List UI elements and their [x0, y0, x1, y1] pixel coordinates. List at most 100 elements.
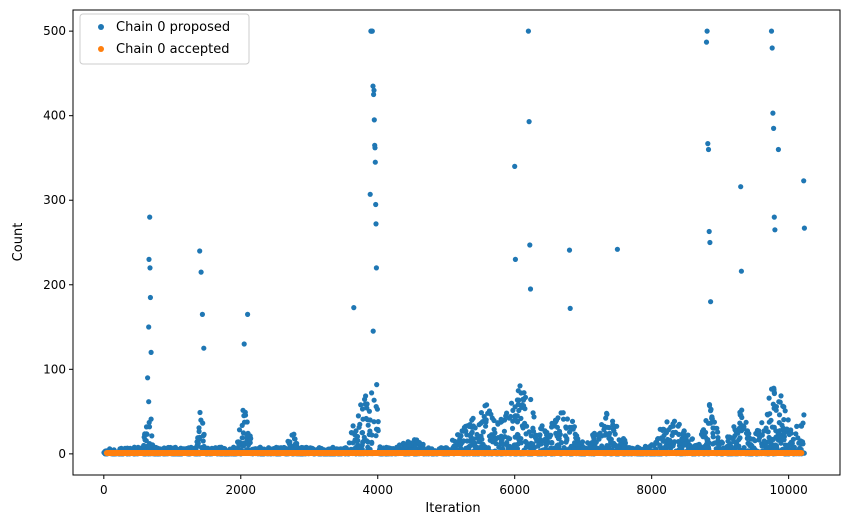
proposed-point	[573, 435, 579, 441]
y-tick-label: 0	[58, 447, 66, 461]
proposed-point	[692, 443, 698, 449]
proposed-point	[293, 444, 299, 450]
proposed-point	[706, 228, 712, 235]
proposed-point	[512, 256, 519, 262]
proposed-point	[458, 442, 464, 448]
proposed-point	[299, 444, 305, 451]
proposed-point	[363, 393, 369, 399]
legend-label-accepted: Chain 0 accepted	[116, 42, 230, 57]
proposed-point	[768, 417, 774, 423]
proposed-point	[142, 432, 148, 438]
proposed-point	[367, 191, 373, 197]
proposed-point	[669, 432, 675, 438]
proposed-point	[703, 39, 710, 45]
proposed-point	[346, 440, 352, 446]
proposed-point	[787, 441, 793, 447]
proposed-point	[676, 421, 682, 427]
proposed-point	[536, 432, 542, 438]
proposed-point	[743, 419, 749, 425]
proposed-point	[353, 428, 359, 434]
proposed-point	[732, 433, 738, 439]
proposed-point	[775, 146, 782, 153]
proposed-point	[355, 438, 361, 444]
proposed-point	[800, 441, 806, 447]
y-axis-label: Count	[11, 223, 26, 262]
proposed-point	[708, 408, 714, 414]
proposed-point	[366, 408, 372, 414]
proposed-point	[143, 424, 150, 430]
proposed-point	[556, 436, 562, 442]
proposed-point	[708, 299, 714, 305]
proposed-point	[616, 437, 622, 443]
legend: Chain 0 proposed Chain 0 accepted	[79, 13, 250, 65]
proposed-point	[741, 426, 747, 432]
x-axis-ticks: 0 2000 4000 6000 8000 10000	[100, 475, 808, 497]
proposed-point	[367, 428, 373, 434]
proposed-point	[507, 436, 513, 442]
proposed-point	[544, 432, 550, 438]
proposed-point	[360, 439, 366, 445]
proposed-point	[776, 420, 782, 426]
proposed-point	[375, 419, 381, 425]
proposed-point	[199, 311, 205, 317]
proposed-point	[704, 28, 710, 34]
proposed-point	[488, 434, 494, 440]
proposed-point	[355, 413, 361, 419]
legend-box	[79, 13, 250, 65]
proposed-point	[247, 437, 253, 444]
proposed-point	[601, 427, 607, 433]
proposed-point	[786, 431, 792, 438]
proposed-point	[122, 445, 128, 451]
proposed-point	[197, 248, 203, 254]
proposed-point	[768, 436, 774, 442]
proposed-point	[520, 403, 527, 409]
proposed-point	[625, 445, 631, 452]
proposed-point	[685, 432, 691, 438]
proposed-point	[145, 375, 151, 381]
proposed-point	[752, 438, 758, 444]
proposed-point	[245, 311, 251, 317]
proposed-point	[504, 410, 510, 416]
proposed-point	[785, 417, 791, 423]
proposed-point	[731, 439, 737, 445]
proposed-point	[801, 225, 808, 231]
proposed-point	[153, 444, 159, 451]
proposed-point	[765, 429, 771, 435]
proposed-point	[201, 345, 207, 351]
proposed-point	[508, 400, 515, 406]
proposed-point	[614, 423, 620, 429]
proposed-point	[515, 432, 521, 438]
x-tick-label: 6000	[499, 483, 530, 497]
proposed-point	[564, 416, 571, 422]
proposed-point	[369, 28, 375, 34]
proposed-point	[801, 178, 807, 184]
proposed-point	[147, 294, 153, 301]
proposed-point	[452, 444, 458, 450]
proposed-point	[527, 286, 534, 292]
proposed-point	[680, 431, 686, 437]
proposed-point	[773, 404, 780, 410]
proposed-point	[769, 45, 775, 51]
proposed-point	[474, 444, 480, 450]
proposed-point	[528, 433, 534, 439]
proposed-point	[615, 444, 621, 450]
proposed-point	[289, 432, 295, 438]
proposed-point	[778, 435, 785, 441]
proposed-point	[553, 419, 559, 425]
proposed-point	[236, 442, 242, 448]
proposed-point	[711, 419, 718, 425]
proposed-point	[604, 411, 610, 417]
proposed-point	[761, 428, 767, 434]
proposed-point	[364, 401, 370, 407]
proposed-point	[371, 397, 377, 403]
proposed-point	[608, 439, 614, 446]
proposed-point	[530, 425, 536, 431]
proposed-point	[373, 265, 379, 271]
proposed-point	[676, 431, 682, 437]
proposed-point	[611, 428, 617, 434]
proposed-point	[528, 396, 534, 403]
proposed-point	[480, 429, 486, 435]
proposed-point	[527, 445, 533, 451]
y-tick-label: 400	[43, 109, 66, 123]
proposed-point	[477, 437, 483, 443]
